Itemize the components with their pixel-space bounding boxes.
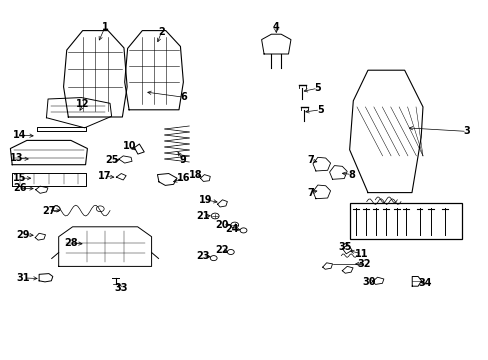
Text: 2: 2 <box>158 27 164 37</box>
Text: 20: 20 <box>215 220 229 230</box>
Text: 5: 5 <box>314 83 321 93</box>
Text: 18: 18 <box>188 170 202 180</box>
Text: 5: 5 <box>316 105 323 115</box>
Text: 21: 21 <box>196 211 209 221</box>
Text: 35: 35 <box>337 242 351 252</box>
Text: 22: 22 <box>215 245 229 255</box>
Text: 23: 23 <box>196 251 209 261</box>
Text: 11: 11 <box>354 249 368 259</box>
Text: 33: 33 <box>114 283 128 293</box>
Text: 3: 3 <box>463 126 469 136</box>
Text: 15: 15 <box>13 173 26 183</box>
Text: 7: 7 <box>306 155 313 165</box>
Text: 4: 4 <box>272 22 279 32</box>
Text: 9: 9 <box>180 155 186 165</box>
Text: 27: 27 <box>42 206 56 216</box>
Text: 6: 6 <box>180 92 186 102</box>
Text: 16: 16 <box>176 173 190 183</box>
Text: 32: 32 <box>357 258 370 269</box>
Text: 13: 13 <box>10 153 24 163</box>
Text: 29: 29 <box>17 230 30 240</box>
Text: 14: 14 <box>13 130 26 140</box>
Text: 30: 30 <box>362 276 375 287</box>
Text: 19: 19 <box>198 195 212 205</box>
Bar <box>349 203 461 239</box>
Text: 25: 25 <box>105 155 119 165</box>
Text: 28: 28 <box>64 238 78 248</box>
Text: 1: 1 <box>102 22 108 32</box>
Text: 7: 7 <box>306 188 313 198</box>
Text: 8: 8 <box>348 170 355 180</box>
Text: 10: 10 <box>122 141 136 151</box>
Text: 12: 12 <box>76 99 90 109</box>
Text: 17: 17 <box>98 171 112 181</box>
Text: 34: 34 <box>418 278 431 288</box>
Text: 26: 26 <box>13 183 26 193</box>
Text: 31: 31 <box>17 273 30 283</box>
Text: 24: 24 <box>225 224 239 234</box>
